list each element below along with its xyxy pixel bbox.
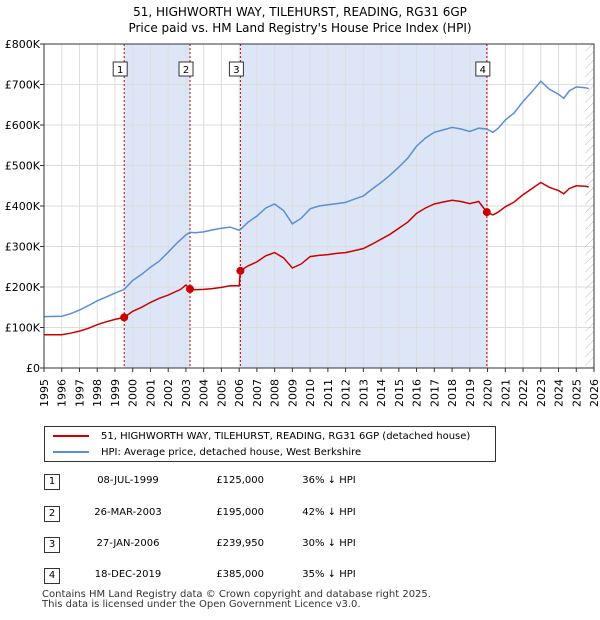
y-tick-label: £300K xyxy=(5,241,41,254)
x-tick-label: 1998 xyxy=(91,379,104,407)
x-tick-label: 1999 xyxy=(109,379,122,407)
chart-subtitle: Price paid vs. HM Land Registry's House … xyxy=(128,21,472,35)
sale-number-badge: 1 xyxy=(44,474,60,490)
sale-price: £239,950 xyxy=(216,538,264,549)
chart-title: 51, HIGHWORTH WAY, TILEHURST, READING, R… xyxy=(133,5,467,19)
y-tick-label: £100K xyxy=(5,322,41,335)
x-tick-label: 2026 xyxy=(588,379,600,407)
x-tick-label: 1997 xyxy=(73,379,86,407)
x-tick-label: 2009 xyxy=(286,379,299,407)
x-tick-label: 2015 xyxy=(393,379,406,407)
sale-price: £125,000 xyxy=(216,475,264,486)
sale-number-badge: 3 xyxy=(44,537,60,553)
x-tick-label: 2024 xyxy=(553,379,566,407)
sale-number-label: 3 xyxy=(233,65,239,76)
x-tick-label: 2017 xyxy=(428,379,441,407)
sale-hpi-diff: 42% ↓ HPI xyxy=(302,507,356,518)
x-tick-label: 2004 xyxy=(198,379,211,407)
x-tick-label: 2003 xyxy=(180,379,193,407)
forecast-hatch xyxy=(585,44,594,368)
chart-title-block: 51, HIGHWORTH WAY, TILEHURST, READING, R… xyxy=(0,4,600,36)
y-tick-label: £500K xyxy=(5,160,41,173)
sale-date: 26-MAR-2003 xyxy=(94,507,162,518)
sale-number-badge: 4 xyxy=(44,568,60,584)
sale-price: £385,000 xyxy=(216,569,264,580)
y-tick-label: £600K xyxy=(5,119,41,132)
chart-svg: 1 2 3 4 £0 £100K £200K £300K £400K £500K £600K £70… xyxy=(5,38,600,407)
sale-number-label: 1 xyxy=(117,65,123,76)
x-tick-label: 2006 xyxy=(233,379,246,407)
sale-number-badge: 2 xyxy=(44,506,60,522)
y-tick-label: £200K xyxy=(5,281,41,294)
sale-date: 18-DEC-2019 xyxy=(94,569,162,580)
legend-item-property: 51, HIGHWORTH WAY, TILEHURST, READING, R… xyxy=(53,428,470,444)
x-tick-label: 2025 xyxy=(570,379,583,407)
sale-number-label: 2 xyxy=(183,65,189,76)
sale-number-box xyxy=(475,61,491,77)
legend: 51, HIGHWORTH WAY, TILEHURST, READING, R… xyxy=(44,426,496,462)
x-tick-label: 2023 xyxy=(535,379,548,407)
sale-row: 4 18-DEC-2019 £385,000 35% ↓ HPI xyxy=(44,568,384,586)
legend-item-hpi: HPI: Average price, detached house, West… xyxy=(53,444,361,460)
x-tick-label: 2013 xyxy=(357,379,370,407)
sale-marker xyxy=(482,208,491,217)
y-tick-label: £400K xyxy=(5,200,41,213)
x-tick-label: 2011 xyxy=(322,379,335,407)
x-tick-label: 2019 xyxy=(464,379,477,407)
sale-marker xyxy=(186,285,195,294)
legend-swatch-hpi xyxy=(53,451,89,453)
x-tick-label: 1996 xyxy=(56,379,69,407)
x-tick-label: 2002 xyxy=(162,379,175,407)
x-tick-label: 2005 xyxy=(215,379,228,407)
x-tick-label: 2018 xyxy=(446,379,459,407)
hpi-line xyxy=(43,80,589,318)
legend-label-property: 51, HIGHWORTH WAY, TILEHURST, READING, R… xyxy=(101,430,471,442)
footer-licence: This data is licensed under the Open Gov… xyxy=(42,599,361,610)
sale-number-box xyxy=(228,61,244,77)
x-tick-label: 1995 xyxy=(38,379,51,407)
x-tick-label: 2021 xyxy=(499,379,512,407)
footer: Contains HM Land Registry data © Crown c… xyxy=(42,590,431,610)
sale-row: 1 08-JUL-1999 £125,000 36% ↓ HPI xyxy=(44,474,384,492)
sale-marker xyxy=(120,313,129,322)
x-tick-label: 2012 xyxy=(340,379,353,407)
sale-hpi-diff: 35% ↓ HPI xyxy=(302,569,356,580)
sale-hpi-diff: 36% ↓ HPI xyxy=(302,475,356,486)
x-tick-label: 2001 xyxy=(144,379,157,407)
sale-row: 3 27-JAN-2006 £239,950 30% ↓ HPI xyxy=(44,537,384,555)
y-tick-label: £700K xyxy=(5,79,41,92)
x-tick-label: 2000 xyxy=(127,379,140,407)
x-tick-label: 2020 xyxy=(482,379,495,407)
sale-hpi-diff: 30% ↓ HPI xyxy=(302,538,356,549)
legend-swatch-property xyxy=(53,435,89,437)
y-tick-label: £800K xyxy=(5,38,41,51)
sale-number-box xyxy=(112,61,128,77)
footer-copyright: Contains HM Land Registry data © Crown c… xyxy=(42,589,431,600)
x-tick-label: 2007 xyxy=(251,379,264,407)
x-tick-label: 2014 xyxy=(375,379,388,407)
x-tick-label: 2010 xyxy=(304,379,317,407)
legend-label-hpi: HPI: Average price, detached house, West… xyxy=(101,446,362,458)
sale-price: £195,000 xyxy=(216,507,264,518)
sale-row: 2 26-MAR-2003 £195,000 42% ↓ HPI xyxy=(44,506,384,524)
sale-number-label: 4 xyxy=(480,65,486,76)
property-price-line xyxy=(44,181,589,336)
sale-date: 08-JUL-1999 xyxy=(97,475,159,486)
y-tick-label: £0 xyxy=(26,362,40,375)
sale-marker xyxy=(236,266,245,275)
sale-number-box xyxy=(178,61,194,77)
sale-date: 27-JAN-2006 xyxy=(96,538,160,549)
x-tick-label: 2016 xyxy=(411,379,424,407)
x-tick-label: 2008 xyxy=(269,379,282,407)
x-tick-label: 2022 xyxy=(517,379,530,407)
